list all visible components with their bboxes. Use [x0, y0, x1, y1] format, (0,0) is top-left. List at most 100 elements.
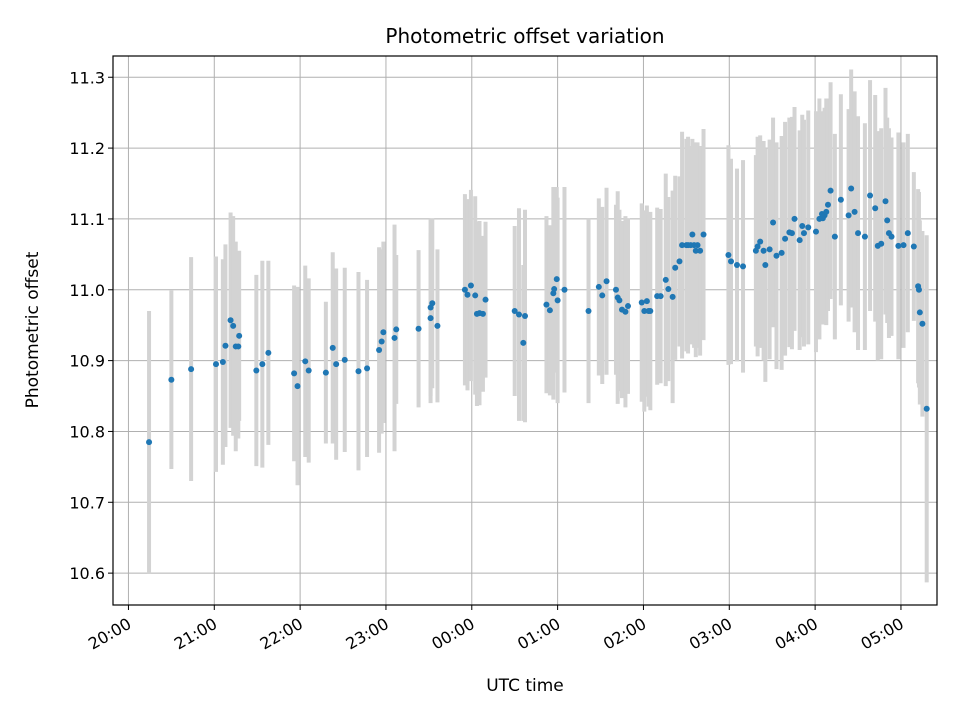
data-point [259, 361, 266, 368]
data-point [464, 291, 471, 298]
data-point [625, 303, 631, 310]
data-point [919, 320, 926, 327]
data-point [355, 368, 362, 375]
y-tick-label: 11.1 [69, 210, 105, 229]
data-point [291, 370, 298, 377]
data-point [770, 219, 777, 226]
data-point [679, 242, 686, 249]
data-point [669, 293, 676, 300]
data-point [904, 230, 911, 237]
data-point [762, 261, 769, 268]
data-point [546, 307, 553, 314]
x-tick-label: 03:00 [686, 614, 735, 654]
data-point [434, 322, 441, 329]
data-point [543, 301, 550, 308]
data-point [364, 365, 371, 372]
data-point [782, 235, 789, 242]
data-point [788, 230, 795, 237]
data-point [522, 312, 528, 319]
data-point [812, 228, 819, 235]
data-point [910, 243, 917, 250]
y-tick-label: 11.2 [69, 139, 105, 158]
data-point [265, 349, 272, 356]
data-point [333, 361, 340, 368]
data-point [595, 283, 602, 290]
y-tick-label: 11.3 [69, 68, 105, 87]
data-point [799, 223, 806, 230]
data-point [657, 293, 664, 300]
data-point [900, 242, 907, 249]
data-point [393, 326, 400, 333]
x-axis-ticks: 20:00 21:00 22:00 23:00 00:00 01:00 02:00 03:00… [85, 605, 907, 654]
data-point [848, 185, 855, 192]
error-bars [147, 69, 929, 583]
data-point [341, 356, 348, 363]
data-point [662, 276, 669, 283]
data-point [294, 383, 301, 390]
y-axis-ticks: 10.6 10.7 10.8 10.9 11.0 11.1 11.2 11.3 [69, 68, 113, 583]
data-point [824, 201, 831, 208]
y-tick-label: 10.7 [69, 493, 105, 512]
y-tick-label: 11.0 [69, 281, 105, 300]
data-point [692, 247, 699, 254]
x-tick-label: 04:00 [772, 614, 821, 654]
data-point [672, 264, 679, 271]
data-points [146, 185, 930, 446]
x-tick-label: 21:00 [171, 614, 220, 654]
data-point [878, 240, 885, 247]
y-tick-label: 10.6 [69, 564, 105, 583]
data-point [391, 334, 398, 341]
data-point [467, 282, 474, 289]
data-point [561, 286, 568, 293]
data-point [305, 367, 312, 374]
x-tick-label: 20:00 [85, 614, 134, 654]
x-tick-label: 22:00 [257, 614, 306, 654]
data-point [213, 361, 219, 368]
data-point [884, 217, 891, 224]
data-point [778, 249, 785, 256]
data-point [837, 196, 844, 203]
data-point [872, 205, 879, 212]
data-point [188, 366, 195, 373]
data-point [643, 298, 650, 305]
x-axis-title: UTC time [486, 676, 564, 696]
data-point [805, 224, 812, 231]
data-point [923, 405, 930, 412]
data-point [728, 258, 734, 265]
data-point [380, 329, 387, 336]
data-point [146, 439, 153, 446]
x-tick-label: 01:00 [514, 614, 563, 654]
data-point [700, 231, 707, 238]
data-point [461, 286, 468, 293]
data-point [616, 297, 623, 304]
data-point [585, 308, 592, 315]
data-point [851, 208, 858, 215]
data-point [916, 309, 923, 316]
data-point [665, 286, 672, 293]
data-point [823, 208, 830, 215]
data-point [689, 231, 696, 238]
data-point [867, 192, 874, 199]
data-point [427, 315, 434, 322]
data-point [754, 243, 761, 250]
data-point [831, 233, 838, 240]
data-point [515, 311, 522, 318]
data-point [599, 292, 606, 299]
x-tick-label: 05:00 [858, 614, 907, 654]
data-point [895, 242, 902, 249]
data-point [757, 238, 764, 245]
chart-title: Photometric offset variation [385, 24, 664, 48]
data-point [638, 299, 645, 306]
data-point [915, 286, 922, 293]
data-point [766, 246, 773, 253]
data-point [725, 252, 732, 259]
data-point [734, 261, 741, 268]
data-point [378, 338, 385, 345]
data-point [676, 258, 683, 265]
plot-frame [112, 55, 938, 606]
data-point [222, 342, 229, 349]
data-point [740, 263, 747, 270]
data-point [554, 297, 561, 304]
data-point [612, 286, 619, 293]
data-point [415, 325, 422, 332]
